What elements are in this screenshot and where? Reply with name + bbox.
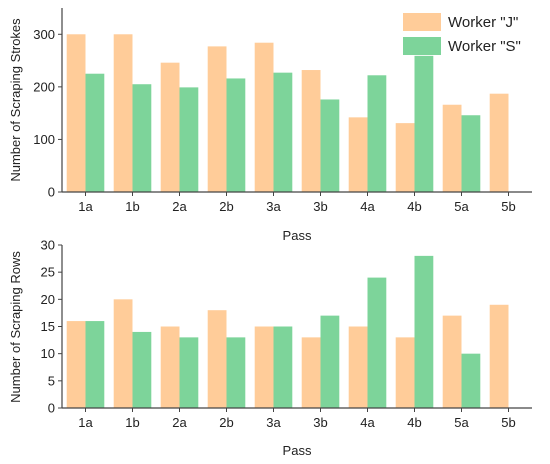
strokes-x-tick-label-5a: 5a <box>454 199 469 214</box>
rows-x-tick-label-2b: 2b <box>219 415 233 430</box>
rows-y-tick-label-5: 5 <box>48 373 55 388</box>
rows-y-tick-label-0: 0 <box>48 401 55 416</box>
legend-label-worker-j: Worker "J" <box>448 14 518 31</box>
legend: Worker "J" Worker "S" <box>403 13 521 55</box>
rows-x-tick-label-5a: 5a <box>454 415 469 430</box>
strokes-bar-worker-j-1b <box>113 34 133 192</box>
strokes-x-tick-label-4a: 4a <box>360 199 375 214</box>
rows-y-tick-label-10: 10 <box>41 346 55 361</box>
rows-bar-worker-s-1b <box>132 331 152 408</box>
rows-bar-worker-j-2a <box>160 326 180 408</box>
legend-label-worker-s: Worker "S" <box>448 38 521 55</box>
strokes-bar-worker-j-1a <box>66 34 86 192</box>
rows-y-ticks: 0 5 10 15 20 25 30 <box>41 238 62 416</box>
strokes-bar-worker-s-2b <box>226 78 246 192</box>
strokes-x-tick-label-2a: 2a <box>172 199 187 214</box>
strokes-x-tick-label-1a: 1a <box>78 199 93 214</box>
rows-x-tick-label-3b: 3b <box>313 415 327 430</box>
rows-y-tick-label-15: 15 <box>41 319 55 334</box>
rows-bar-worker-j-3a <box>254 326 274 408</box>
rows-x-ticks: 1a 1b 2a 2b 3a 3b 4a 4b 5a 5b <box>78 408 516 430</box>
rows-bar-worker-j-5b <box>489 304 509 408</box>
strokes-x-tick-label-1b: 1b <box>125 199 139 214</box>
strokes-bar-worker-s-3b <box>320 99 340 192</box>
strokes-x-axis-title: Pass <box>283 228 312 243</box>
rows-bar-worker-s-4a <box>367 277 387 408</box>
rows-bar-worker-s-2b <box>226 337 246 408</box>
strokes-x-tick-label-4b: 4b <box>407 199 421 214</box>
rows-x-tick-label-2a: 2a <box>172 415 187 430</box>
rows-x-tick-label-4b: 4b <box>407 415 421 430</box>
strokes-bar-worker-s-4a <box>367 75 387 192</box>
rows-x-axis-title: Pass <box>283 443 312 458</box>
strokes-y-tick-label-300: 300 <box>33 27 55 42</box>
rows-bar-worker-j-1b <box>113 299 133 408</box>
rows-bar-worker-j-2b <box>207 310 227 408</box>
strokes-x-tick-label-3a: 3a <box>266 199 281 214</box>
strokes-bar-worker-j-3b <box>301 70 321 192</box>
strokes-bar-worker-j-2b <box>207 46 227 192</box>
strokes-y-ticks: 0 100 200 300 <box>33 27 62 200</box>
strokes-bar-worker-s-5a <box>461 115 481 192</box>
rows-y-tick-label-25: 25 <box>41 265 55 280</box>
rows-x-tick-label-1b: 1b <box>125 415 139 430</box>
strokes-y-tick-label-0: 0 <box>48 185 55 200</box>
strokes-x-ticks: 1a 1b 2a 2b 3a 3b 4a 4b 5a 5b <box>78 192 516 214</box>
legend-swatch-worker-j <box>403 13 441 31</box>
rows-bar-worker-s-3a <box>273 326 293 408</box>
strokes-bar-worker-j-5b <box>489 93 509 192</box>
rows-bar-worker-s-2a <box>179 337 199 408</box>
strokes-bar-worker-s-1a <box>85 73 105 192</box>
rows-bars <box>66 255 509 408</box>
rows-bar-worker-j-1a <box>66 321 86 408</box>
strokes-bar-worker-j-4a <box>348 117 368 192</box>
rows-bar-worker-j-4b <box>395 337 415 408</box>
strokes-bar-worker-j-5a <box>442 104 462 192</box>
rows-bar-worker-s-5a <box>461 353 481 408</box>
strokes-y-tick-label-200: 200 <box>33 79 55 94</box>
strokes-y-tick-label-100: 100 <box>33 132 55 147</box>
strokes-bar-worker-s-4b <box>414 55 434 193</box>
strokes-bar-worker-s-1b <box>132 84 152 192</box>
strokes-y-axis-title: Number of Scraping Strokes <box>8 18 23 182</box>
strokes-bar-worker-s-2a <box>179 87 199 192</box>
strokes-bar-worker-j-4b <box>395 123 415 192</box>
rows-y-axis-title: Number of Scraping Rows <box>8 251 23 403</box>
strokes-bar-worker-s-3a <box>273 72 293 192</box>
strokes-x-tick-label-5b: 5b <box>501 199 515 214</box>
rows-x-tick-label-5b: 5b <box>501 415 515 430</box>
rows-y-tick-label-20: 20 <box>41 292 55 307</box>
strokes-x-tick-label-3b: 3b <box>313 199 327 214</box>
rows-bar-worker-s-3b <box>320 315 340 408</box>
rows-x-tick-label-4a: 4a <box>360 415 375 430</box>
rows-bar-worker-s-1a <box>85 321 105 408</box>
rows-x-tick-label-1a: 1a <box>78 415 93 430</box>
rows-bar-worker-j-4a <box>348 326 368 408</box>
strokes-bars <box>66 34 509 193</box>
legend-swatch-worker-s <box>403 37 441 55</box>
chart-strokes: 0 100 200 300 1a 1b 2a 2b 3a 3b 4a 4b 5a 5b Number o… <box>8 8 532 243</box>
strokes-x-tick-label-2b: 2b <box>219 199 233 214</box>
rows-bar-worker-j-3b <box>301 337 321 408</box>
strokes-bar-worker-j-3a <box>254 42 274 193</box>
rows-y-tick-label-30: 30 <box>41 238 55 253</box>
rows-bar-worker-s-4b <box>414 255 434 408</box>
chart-rows: 0 5 10 15 20 25 30 1a 1b 2a 2b 3a 3b 4a 4b 5a 5b Number… <box>8 238 532 458</box>
strokes-bar-worker-j-2a <box>160 62 180 192</box>
rows-x-tick-label-3a: 3a <box>266 415 281 430</box>
rows-bar-worker-j-5a <box>442 315 462 408</box>
